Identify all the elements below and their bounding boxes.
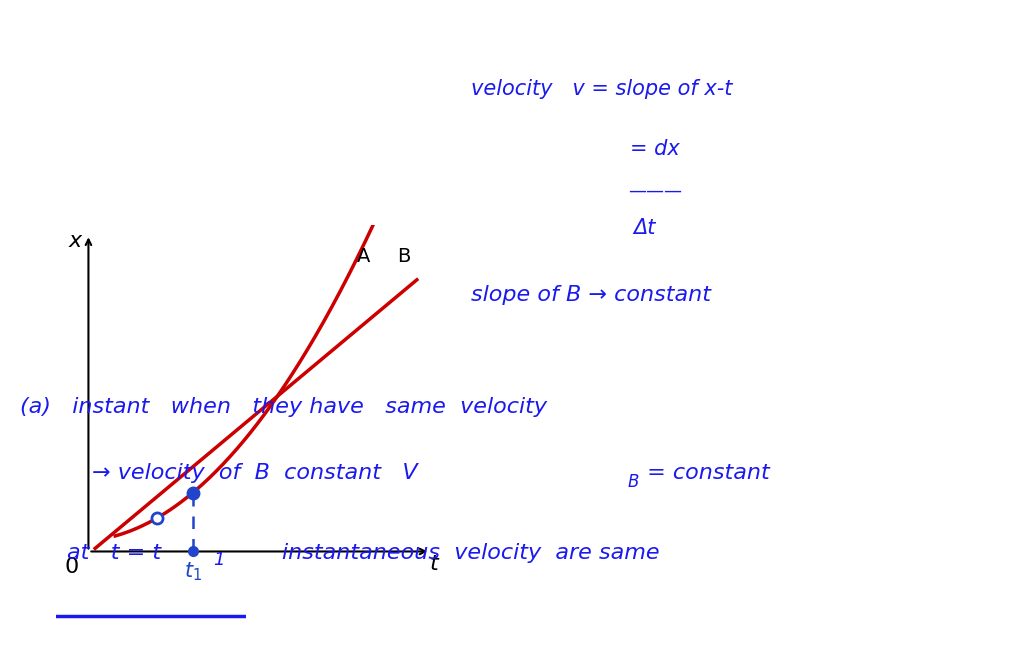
Text: Δt: Δt bbox=[633, 218, 655, 238]
Text: velocity   v = slope of x-t: velocity v = slope of x-t bbox=[471, 79, 732, 99]
Text: B: B bbox=[628, 473, 639, 491]
Text: x: x bbox=[69, 231, 82, 251]
Text: at   t = t: at t = t bbox=[67, 543, 161, 563]
Text: → velocity  of  B  constant   V: → velocity of B constant V bbox=[92, 463, 418, 483]
Text: 0: 0 bbox=[65, 557, 79, 577]
Text: A: A bbox=[356, 248, 370, 266]
Text: = dx: = dx bbox=[630, 139, 680, 159]
Text: = constant: = constant bbox=[640, 463, 770, 483]
Text: slope of B → constant: slope of B → constant bbox=[471, 285, 711, 305]
Text: 1: 1 bbox=[213, 551, 224, 569]
Text: t: t bbox=[429, 554, 438, 574]
Text: B: B bbox=[396, 248, 411, 266]
Text: (a)   instant   when   they have   same  velocity: (a) instant when they have same velocity bbox=[20, 397, 548, 417]
Text: ———: ——— bbox=[628, 182, 682, 200]
Text: $t_1$: $t_1$ bbox=[183, 561, 202, 583]
Text: instantaneous  velocity  are same: instantaneous velocity are same bbox=[225, 543, 659, 563]
